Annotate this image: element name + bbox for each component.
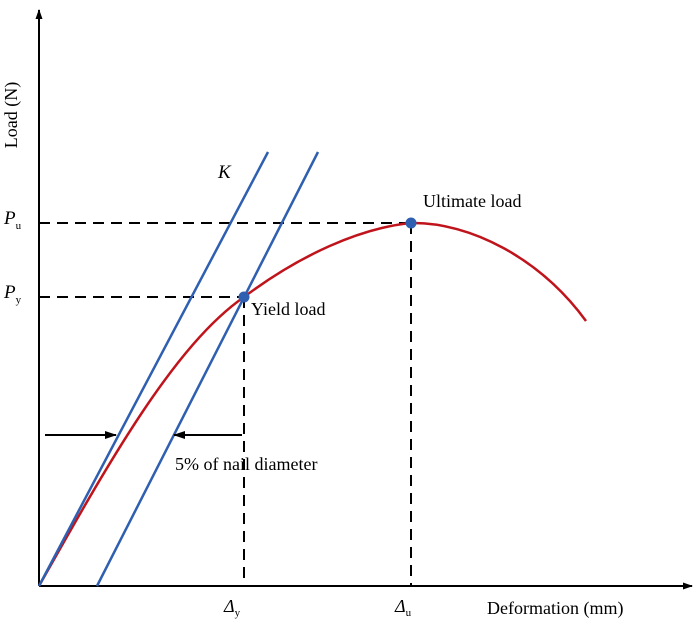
ultimate-load-label: Ultimate load xyxy=(423,191,521,211)
offset-note-label: 5% of nail diameter xyxy=(175,454,317,474)
x-axis-label: Deformation (mm) xyxy=(487,598,623,619)
du-label: Δu xyxy=(394,596,412,619)
dy-label-main: Δ xyxy=(223,596,235,616)
py-label-sub: y xyxy=(16,294,22,306)
du-label-main: Δ xyxy=(394,596,406,616)
stiffness-line-k xyxy=(37,151,270,587)
pu-label-main: P xyxy=(3,208,16,229)
yield-load-label: Yield load xyxy=(251,299,326,319)
du-label-sub: u xyxy=(406,607,412,619)
dy-label-sub: y xyxy=(235,607,241,619)
pu-label-sub: u xyxy=(16,220,22,232)
yield-load-point xyxy=(238,291,250,303)
stiffness-label: K xyxy=(217,162,232,183)
py-label: Py xyxy=(3,282,22,306)
dy-label: Δy xyxy=(223,596,241,619)
load-deformation-curve xyxy=(37,221,588,587)
ultimate-load-point xyxy=(405,217,417,229)
y-axis-label: Load (N) xyxy=(1,82,22,148)
py-label-main: P xyxy=(3,282,16,303)
reference-lines xyxy=(39,222,412,586)
offset-line xyxy=(95,151,320,587)
pu-label: Pu xyxy=(3,208,22,232)
